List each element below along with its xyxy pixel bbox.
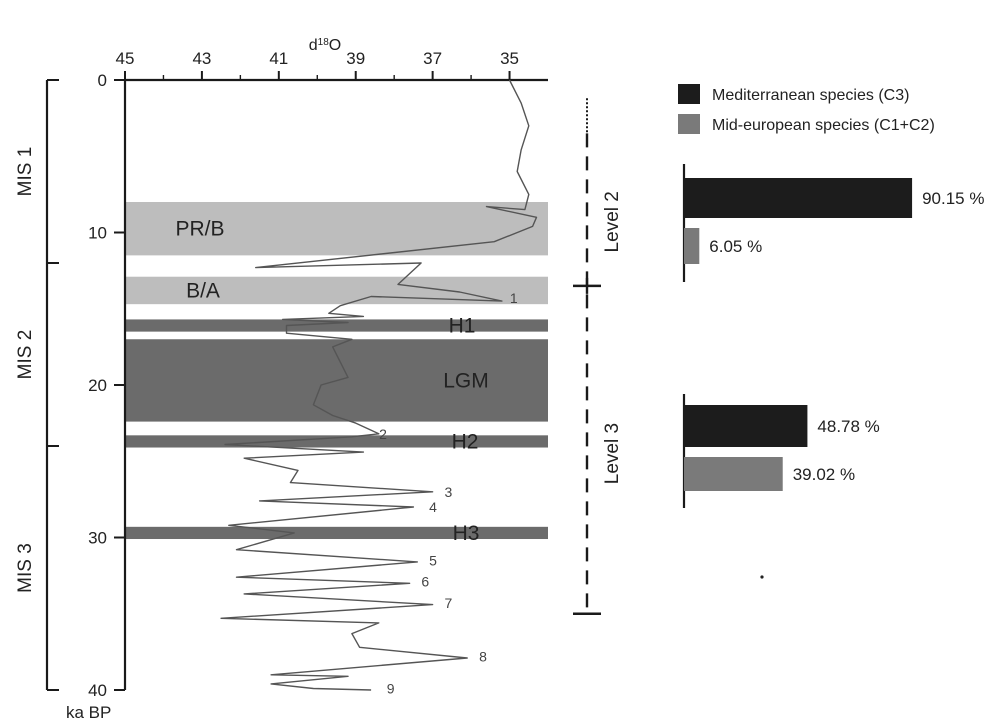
y-tick-label-40: 40: [88, 681, 107, 700]
x-tick-label-37: 37: [423, 49, 442, 68]
x-tick-label-35: 35: [500, 49, 519, 68]
y-tick-label-30: 30: [88, 529, 107, 548]
event-number-7: 7: [444, 595, 452, 611]
y-tick-label-10: 10: [88, 224, 107, 243]
event-number-6: 6: [421, 574, 429, 590]
bar-value-level-3-mediterranean: 48.78 %: [817, 417, 879, 436]
level-label-level-3: Level 3: [602, 423, 623, 484]
event-number-5: 5: [429, 552, 437, 568]
bar-value-level-2-mid-european: 6.05 %: [709, 237, 762, 256]
climate-band-labels: PR/B B/A H1 LGM H2 H3: [175, 218, 488, 545]
band-label-lgm: LGM: [443, 369, 489, 392]
band-label-h3: H3: [453, 522, 480, 545]
band-label-pr-b: PR/B: [175, 218, 224, 241]
climate-bands: [125, 202, 548, 540]
mis-label-mis-3: MIS 3: [15, 543, 36, 593]
y-axis-ticks: 0 10 20 30 40: [88, 71, 125, 700]
band-h1: [125, 319, 548, 332]
d18o-curve: [220, 79, 538, 691]
bar-value-level-3-mid-european: 39.02 %: [793, 465, 855, 484]
y-tick-label-20: 20: [88, 376, 107, 395]
event-numbers: 1 2 34 567 8 9: [379, 290, 518, 696]
species-bar-chart: 90.15 % 6.05 % 48.78 % 39.02 %: [682, 164, 984, 508]
bar-level-2-mid-european: [684, 228, 700, 264]
event-number-4: 4: [429, 499, 437, 515]
mis-label-mis-1: MIS 1: [15, 147, 36, 197]
band-label-h1: H1: [449, 315, 476, 338]
x-axis-title: d18O: [309, 37, 341, 55]
event-number-8: 8: [479, 648, 487, 664]
x-tick-label-39: 39: [346, 49, 365, 68]
legend-swatch-mediterranean: [678, 84, 700, 104]
archaeological-levels: Level 2 Level 3: [573, 98, 623, 615]
x-tick-label-43: 43: [192, 49, 211, 68]
y-tick-label-0: 0: [98, 71, 107, 90]
event-number-1: 1: [510, 290, 518, 306]
event-number-3: 3: [444, 484, 452, 500]
mis-label-mis-2: MIS 2: [15, 330, 36, 380]
event-number-2: 2: [379, 426, 387, 442]
band-pr-b: [125, 202, 548, 256]
bar-level-3-mid-european: [684, 457, 783, 491]
mis-stages: MIS 1 MIS 2 MIS 3: [15, 79, 59, 691]
x-axis-ticks: 45 43 41 39 37 35: [116, 49, 519, 80]
legend-label-mid-european: Mid-european species (C1+C2): [712, 117, 935, 134]
band-label-h2: H2: [452, 430, 479, 453]
y-axis-title: ka BP: [66, 703, 111, 721]
legend-swatch-mid-european: [678, 114, 700, 134]
bar-level-3-mediterranean: [684, 405, 808, 447]
bar-level-2-mediterranean: [684, 178, 913, 218]
band-h3: [125, 526, 548, 540]
stray-dot: [760, 575, 764, 579]
x-tick-label-45: 45: [116, 49, 135, 68]
band-label-b-a: B/A: [186, 279, 220, 302]
level-label-level-2: Level 2: [602, 191, 623, 252]
legend: Mediterranean species (C3) Mid-european …: [678, 84, 935, 134]
bar-value-level-2-mediterranean: 90.15 %: [922, 189, 984, 208]
legend-label-mediterranean: Mediterranean species (C3): [712, 87, 909, 104]
event-number-9: 9: [387, 680, 395, 696]
x-tick-label-41: 41: [269, 49, 288, 68]
